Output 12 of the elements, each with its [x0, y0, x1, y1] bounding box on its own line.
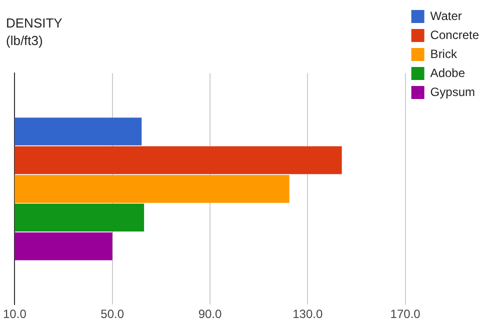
x-tick-label: 10.0	[3, 307, 27, 322]
legend-label: Concrete	[430, 28, 480, 42]
legend-label: Brick	[430, 46, 458, 61]
chart-title: DENSITY	[6, 15, 63, 30]
x-tick-label: 170.0	[390, 307, 421, 322]
chart-subtitle: (lb/ft3)	[6, 32, 43, 48]
x-tick-label: 50.0	[100, 307, 124, 322]
legend-label: Water	[430, 8, 462, 23]
x-tick-label: 130.0	[292, 307, 323, 322]
x-tick-label: 90.0	[198, 307, 222, 322]
legend-label: Gypsum	[430, 84, 475, 99]
legend-label: Adobe	[430, 66, 466, 80]
